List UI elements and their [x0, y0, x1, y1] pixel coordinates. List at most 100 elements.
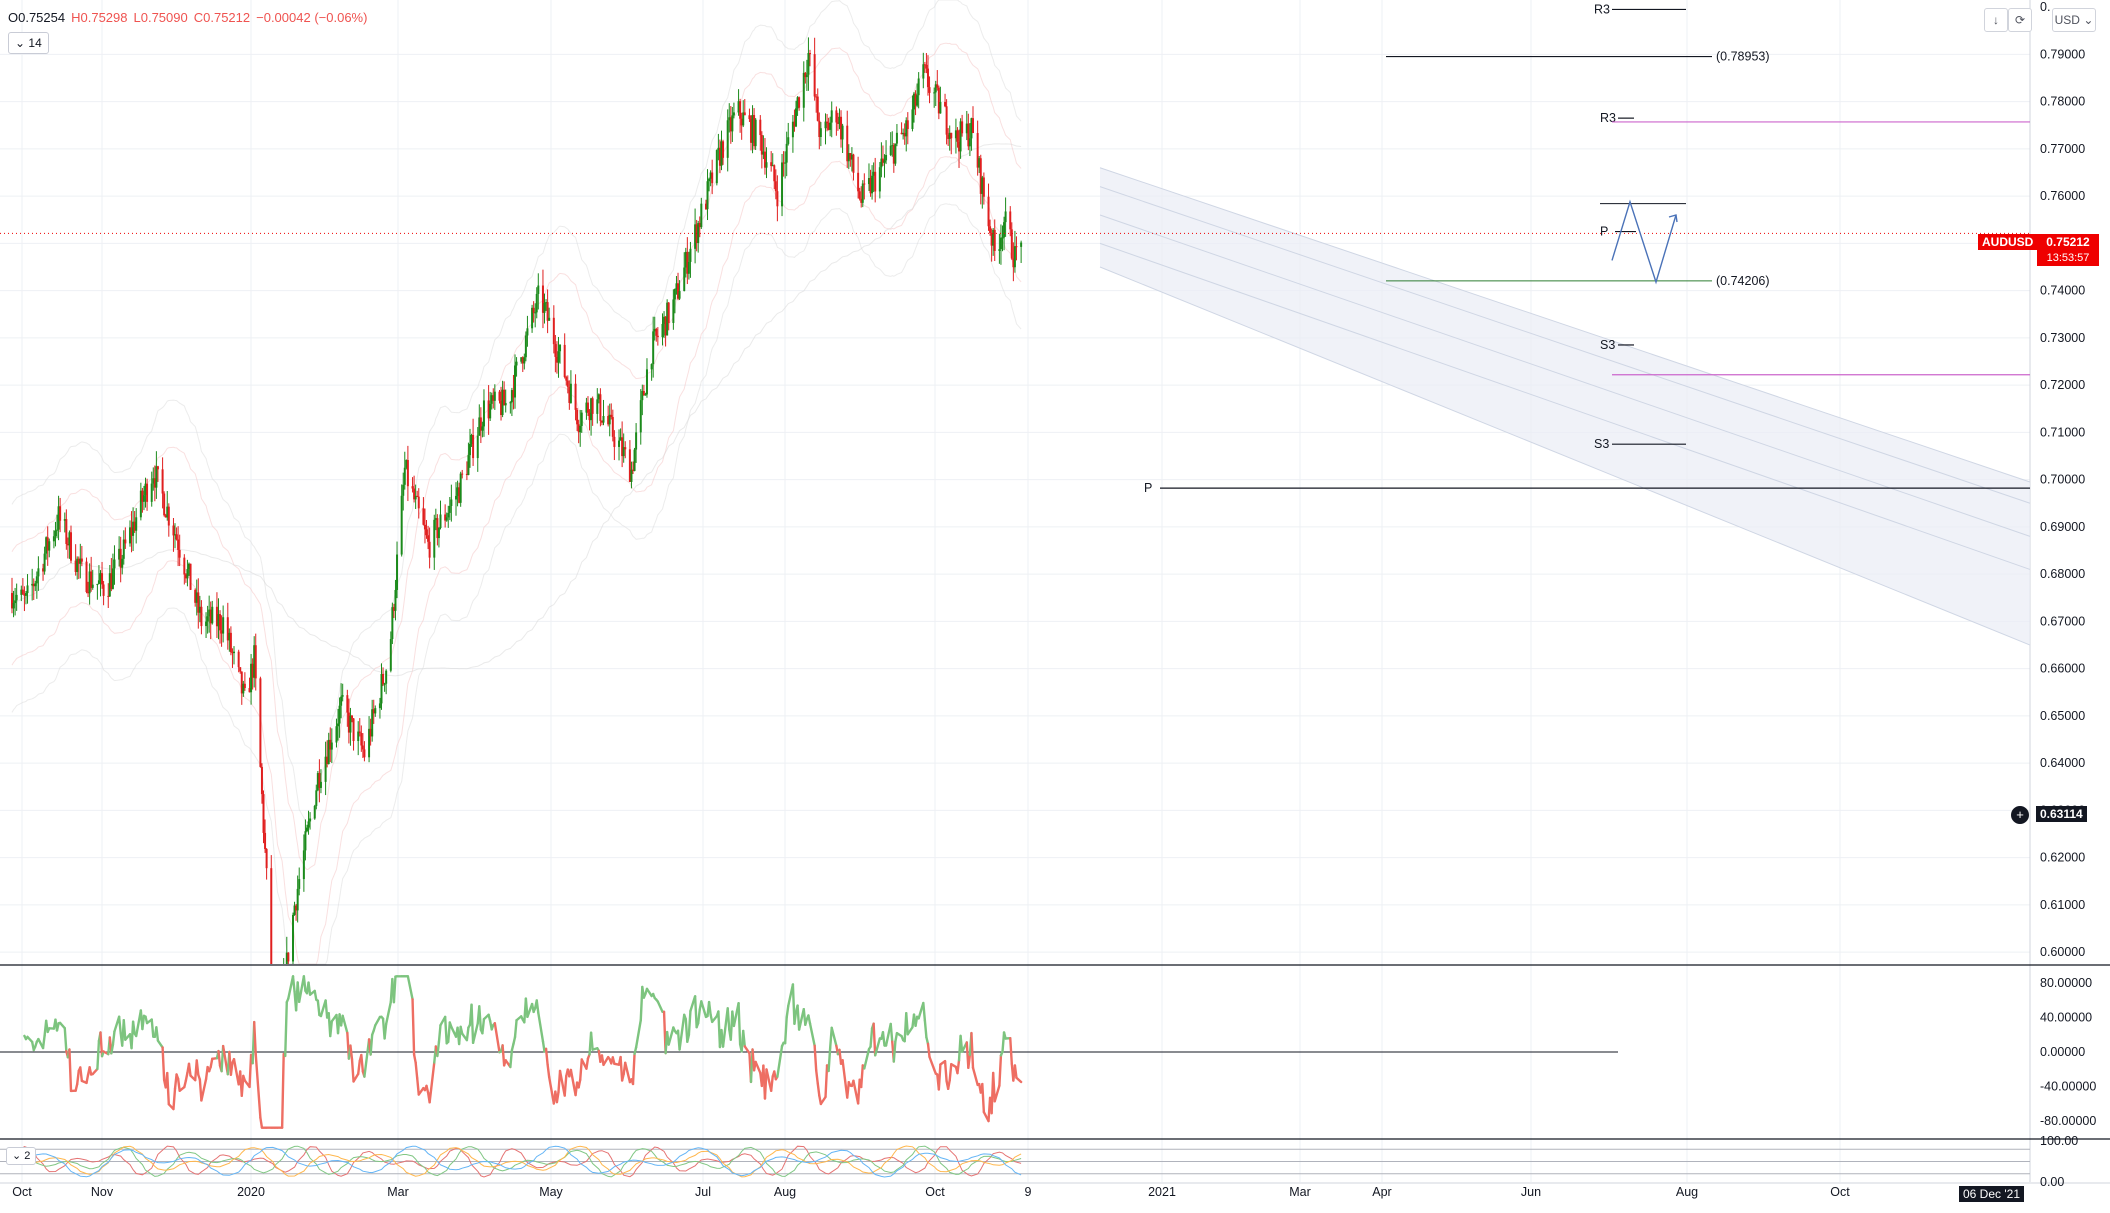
date-tag: 06 Dec '21 [1959, 1186, 2024, 1202]
candle-body [784, 162, 787, 164]
candle-body [630, 469, 633, 482]
candle-body [139, 490, 142, 518]
crosshair-add-button[interactable]: + [2011, 806, 2029, 824]
candle-body [782, 162, 785, 164]
candle-body [472, 434, 475, 459]
candle-body [521, 357, 524, 364]
candle-body [852, 154, 855, 173]
candle-body [926, 68, 929, 88]
candle-body [492, 395, 495, 401]
osc1-segment [209, 1057, 214, 1069]
osc1-segment [302, 975, 307, 993]
channel-line [1099, 266, 2031, 646]
candle-body [91, 584, 94, 588]
candle-body [79, 558, 82, 564]
candle-body [520, 357, 523, 362]
osc1-segment [678, 1013, 686, 1051]
time-tick-label: Aug [1676, 1185, 1698, 1199]
candle-body [341, 695, 344, 697]
osc1-segment [721, 1007, 729, 1048]
candle-body [396, 554, 399, 590]
candle-body [748, 115, 751, 120]
osc1-segment [284, 1000, 288, 1058]
candle-body [762, 151, 765, 155]
candle-body [523, 357, 526, 364]
candle-body [885, 154, 888, 161]
candle-body [37, 568, 40, 577]
candle-body [524, 335, 527, 358]
candle-body [715, 150, 718, 184]
reset-button[interactable]: ⟳ [2008, 8, 2032, 32]
last-price-tag: 0.75212 13:53:57 [2037, 234, 2099, 266]
candle-body [652, 331, 655, 365]
candle-body [59, 506, 62, 521]
candle-body [892, 145, 895, 164]
candle-body [360, 733, 363, 746]
osc2-line [11, 1145, 1022, 1178]
candle-body [233, 651, 236, 654]
osc1-segment [943, 1059, 948, 1083]
pane-dividers [0, 964, 2110, 1184]
candle-body [515, 361, 518, 366]
candle-body [950, 132, 953, 139]
candle-body [663, 316, 666, 324]
candle-body [781, 162, 784, 207]
candle-body [840, 116, 843, 140]
candle-body [43, 553, 46, 572]
osc1-segment [889, 1022, 894, 1043]
scroll-down-button[interactable]: ↓ [1984, 8, 2008, 32]
candle-body [607, 416, 610, 425]
candle-body [906, 120, 909, 129]
candle-body [265, 848, 268, 869]
price-tick-label: 0.69000 [2040, 520, 2085, 534]
candle-body [124, 539, 127, 544]
candle-body [849, 153, 852, 160]
indicator-toggle-button[interactable]: ⌄ 14 [8, 32, 49, 54]
price-tick-label: 0.78000 [2040, 95, 2085, 109]
candle-body [618, 440, 621, 447]
currency-select[interactable]: USD ⌄ [2052, 8, 2096, 32]
price-tick-label: 0.77000 [2040, 142, 2085, 156]
candle-body [215, 606, 218, 627]
candle-body [706, 181, 709, 210]
ohlc-change: −0.00042 (−0.06%) [256, 10, 368, 25]
candle-body [602, 416, 605, 423]
osc1-segment [737, 1001, 742, 1046]
time-tick-label: 2020 [237, 1185, 265, 1199]
candle-body [448, 505, 451, 513]
candle-body [102, 584, 105, 596]
candle-body [998, 249, 1001, 251]
candle-body [902, 132, 905, 135]
candle-body [400, 495, 403, 555]
candle-body [531, 307, 534, 329]
osc1-segment [248, 1053, 253, 1089]
osc1-segment [544, 1047, 549, 1066]
candle-body [270, 868, 273, 964]
candle-body [262, 794, 265, 833]
candle-body [455, 495, 458, 500]
outer-upper-band [11, 0, 1022, 823]
osc1-segment [697, 1008, 701, 1025]
candle-body [425, 529, 428, 536]
candle-body [759, 119, 762, 136]
candle-body [936, 84, 939, 88]
osc1-segment [946, 1079, 951, 1090]
candle-body [382, 673, 385, 684]
candle-body [378, 703, 381, 709]
candle-body [546, 302, 549, 321]
candle-body [21, 589, 24, 595]
candle-body [163, 493, 166, 516]
osc1-tick-label: 40.00000 [2040, 1011, 2092, 1025]
candle-body [708, 178, 711, 182]
osc2-line [11, 1145, 1022, 1178]
candle-body [1015, 246, 1018, 248]
osc1-segment [471, 1022, 479, 1045]
indicator-toggle-button-2[interactable]: ⌄ 2 [6, 1147, 37, 1165]
price-tick-label: 0.68000 [2040, 567, 2085, 581]
candle-body [414, 495, 417, 500]
candle-body [259, 678, 262, 767]
candle-body [383, 683, 386, 685]
crosshair-price: 0.63114 [2040, 807, 2083, 821]
